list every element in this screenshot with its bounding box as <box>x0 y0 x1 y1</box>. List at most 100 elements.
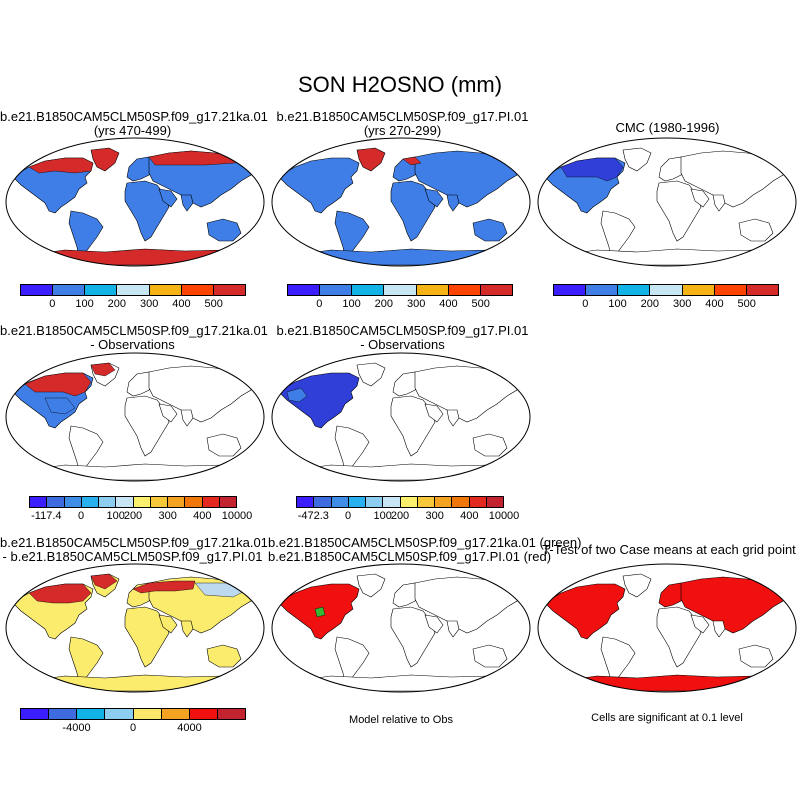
arabia-land <box>424 403 444 423</box>
colorbar-tick-label: 300 <box>139 298 159 310</box>
colorbar-tick-label: 100 <box>106 510 125 522</box>
panel-3-title-line1: CMC (1980-1996) <box>615 120 720 135</box>
colorbar-tick-label: 300 <box>425 510 444 522</box>
map-panel-4 <box>5 352 265 482</box>
colorbar-panel-6 <box>20 708 246 720</box>
panel-5-title-line1: b.e21.B1850CAM5CLM50SP.f09_g17.PI.01 <box>276 323 529 338</box>
panel-7-title-line2: b.e21.B1850CAM5CLM50SP.f09_g17.PI.01 (re… <box>268 549 552 564</box>
panel-3-title: CMC (1980-1996) <box>535 121 800 135</box>
colorbar-cell <box>149 285 182 295</box>
colorbar-tick-label: 300 <box>672 298 692 310</box>
colorbar-tick-label: 4000 <box>177 722 202 734</box>
colorbar-cell <box>366 497 384 507</box>
greenland-land <box>356 573 386 598</box>
panel-6-title: b.e21.B1850CAM5CLM50SP.f09_g17.21ka.01 -… <box>0 535 268 564</box>
colorbar-cell <box>400 497 418 507</box>
colorbar-panel-1 <box>20 284 246 296</box>
panel-8-title-line1: T-Test of two Case means at each grid po… <box>542 542 796 557</box>
africa-land <box>656 180 702 242</box>
africa-land <box>124 395 170 457</box>
colorbar-cell <box>383 497 401 507</box>
colorbar-tick-label: 100 <box>75 298 94 310</box>
colorbar-cell <box>47 497 65 507</box>
south-america-land <box>334 210 370 260</box>
colorbar-cell <box>21 285 54 295</box>
africa-land <box>124 606 170 668</box>
india-land <box>446 409 460 427</box>
colorbar-labels-panel-2: 0 100 200 300 400 500 <box>287 298 513 312</box>
colorbar-cell <box>117 285 150 295</box>
greenland-land <box>356 362 386 387</box>
canada-snow <box>560 157 624 182</box>
colorbar-cell <box>217 709 245 719</box>
colorbar-cell <box>133 709 162 719</box>
africa-land <box>390 180 436 242</box>
panel-8-note: Cells are significant at 0.1 level <box>591 712 743 724</box>
colorbar-tick-label: 100 <box>373 510 392 522</box>
panel-5-title: b.e21.B1850CAM5CLM50SP.f09_g17.PI.01 - O… <box>270 324 535 352</box>
colorbar-cell <box>99 497 117 507</box>
colorbar-panel-3 <box>553 284 779 296</box>
colorbar-tick-label: 400 <box>439 298 458 310</box>
colorbar-labels-panel-6: -4000 0 4000 <box>20 722 246 736</box>
colorbar-tick-label: 200 <box>374 298 394 310</box>
colorbar-cell <box>181 285 214 295</box>
colorbar-cell <box>49 709 78 719</box>
panel-4-title-line2: - Observations <box>90 337 175 352</box>
colorbar-panel-2 <box>287 284 513 296</box>
colorbar-cell <box>586 285 619 295</box>
south-america-land <box>68 425 104 475</box>
greenland-land <box>622 147 652 172</box>
australia-land <box>738 218 774 242</box>
colorbar-labels-panel-3: 0 100 200 300 400 500 <box>553 298 779 312</box>
colorbar-cell <box>81 497 99 507</box>
colorbar-cell <box>416 285 449 295</box>
india-land <box>712 194 726 212</box>
colorbar-tick-label: 200 <box>640 298 660 310</box>
colorbar-cell <box>714 285 747 295</box>
south-america-land <box>334 425 370 475</box>
colorbar-cell <box>554 285 587 295</box>
colorbar-tick-label: 10000 <box>488 510 520 522</box>
colorbar-labels-panel-5: -472.3 0 100 200 300 400 10000 <box>296 510 520 524</box>
colorbar-tick-label: 400 <box>705 298 724 310</box>
colorbar-cell <box>30 497 48 507</box>
panel-1-title-line2: (yrs 470-499) <box>93 123 172 138</box>
colorbar-tick-label: 200 <box>390 510 410 522</box>
map-panel-7 <box>271 563 531 693</box>
colorbar-labels-panel-1: 0 100 200 300 400 500 <box>20 298 246 312</box>
india-land <box>712 620 726 638</box>
arabia-land <box>690 614 710 634</box>
colorbar-tick-label: 500 <box>204 298 223 310</box>
colorbar-tick-label: 0 <box>129 722 137 734</box>
colorbar-cell <box>189 709 218 719</box>
panel-2-title-line2: (yrs 270-299) <box>363 123 442 138</box>
panel-6-title-line1: b.e21.B1850CAM5CLM50SP.f09_g17.21ka.01 <box>0 535 268 550</box>
panel-4-title: b.e21.B1850CAM5CLM50SP.f09_g17.21ka.01 -… <box>0 323 268 352</box>
colorbar-tick-label: 0 <box>77 510 85 522</box>
north-america-land <box>546 583 626 640</box>
panel-2-title-line1: b.e21.B1850CAM5CLM50SP.f09_g17.PI.01 <box>276 109 529 124</box>
south-america-land <box>600 210 636 260</box>
colorbar-cell <box>85 285 118 295</box>
arabia-land <box>690 188 710 208</box>
map-border <box>271 563 531 693</box>
colorbar-tick-label: 400 <box>172 298 191 310</box>
colorbar-cell <box>469 497 487 507</box>
colorbar-cell <box>185 497 203 507</box>
map-border <box>537 563 797 693</box>
north-america-land <box>280 157 360 214</box>
colorbar-cell <box>297 497 315 507</box>
africa-land <box>656 606 702 668</box>
greenland-land <box>90 147 120 172</box>
south-america-land <box>68 210 104 260</box>
south-america-land <box>334 636 370 686</box>
colorbar-tick-label: 500 <box>471 298 490 310</box>
colorbar-tick-label: 200 <box>107 298 127 310</box>
panel-4-title-line1: b.e21.B1850CAM5CLM50SP.f09_g17.21ka.01 <box>0 323 268 338</box>
map-border <box>537 137 797 267</box>
colorbar-cell <box>448 285 481 295</box>
colorbar-labels-panel-4: -117.4 0 100 200 300 400 10000 <box>29 510 252 524</box>
colorbar-cell <box>417 497 435 507</box>
colorbar-cell <box>480 285 512 295</box>
